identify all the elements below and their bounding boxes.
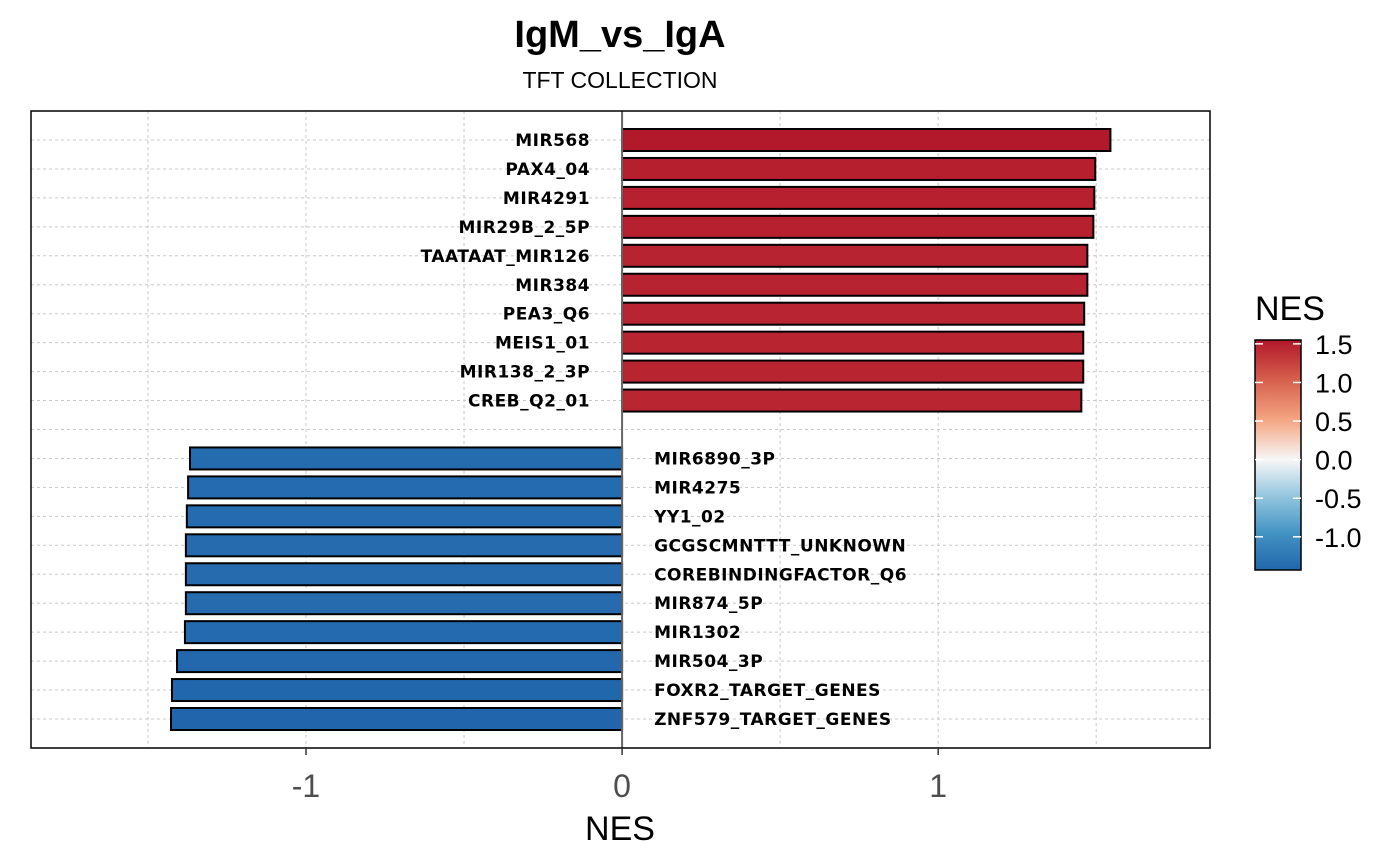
bar-yy1-02 bbox=[185, 504, 624, 529]
colorbar-tick-label: 0.5 bbox=[1315, 407, 1353, 437]
x-tick-label: -1 bbox=[292, 768, 320, 804]
colorbar-tick-label: 1.0 bbox=[1315, 368, 1353, 398]
bar-mir384 bbox=[621, 272, 1089, 297]
bar-label: GCGSCMNTTT_UNKNOWN bbox=[654, 536, 906, 556]
bar-mir29b-2-5p bbox=[621, 214, 1095, 239]
colorbar-legend: NES 1.5 1.0 0.5 0.0 -0.5 -1.0 bbox=[1254, 290, 1362, 571]
bar-mir1302 bbox=[183, 620, 624, 645]
x-axis-title: NES bbox=[585, 810, 655, 848]
bar-label: PAX4_04 bbox=[505, 160, 590, 180]
bar-label: PEA3_Q6 bbox=[503, 305, 590, 325]
colorbar-tick-label: 0.0 bbox=[1315, 446, 1353, 476]
bar-mir6890-3p bbox=[188, 446, 624, 471]
bar-label: MIR874_5P bbox=[654, 594, 763, 614]
bar-creb-q2-01 bbox=[621, 388, 1083, 413]
bar-mir4291 bbox=[621, 185, 1096, 210]
colorbar-tick-label: -0.5 bbox=[1315, 484, 1362, 514]
bar-label: MIR504_3P bbox=[654, 652, 763, 672]
bar-label: MIR568 bbox=[515, 131, 590, 151]
colorbar-tick-label: -1.0 bbox=[1315, 523, 1362, 553]
bar-label: FOXR2_TARGET_GENES bbox=[654, 681, 881, 701]
bar-label: MIR384 bbox=[515, 276, 590, 296]
bar-taataat-mir126 bbox=[621, 243, 1089, 268]
bar-label: MEIS1_01 bbox=[495, 334, 590, 354]
bar-mir568 bbox=[621, 128, 1112, 152]
bar-pax4-04 bbox=[621, 156, 1097, 181]
bar-znf579-target-genes bbox=[170, 707, 624, 731]
bar-foxr2-target-genes bbox=[170, 678, 624, 703]
bar-pea3-q6 bbox=[621, 301, 1086, 326]
bar-mir504-3p bbox=[176, 649, 624, 674]
bars bbox=[170, 128, 1112, 731]
bar-mir874-5p bbox=[184, 591, 624, 616]
plot-panel-border bbox=[30, 110, 1211, 749]
bar-mir4275 bbox=[187, 475, 624, 500]
bar-label: MIR6890_3P bbox=[654, 449, 775, 469]
x-tick-label: 1 bbox=[929, 768, 947, 804]
bar-label: MIR1302 bbox=[654, 623, 741, 643]
bar-label: MIR29B_2_5P bbox=[459, 218, 591, 238]
bar-label: COREBINDINGFACTOR_Q6 bbox=[654, 565, 907, 585]
bar-gcgscmnttt-unknown bbox=[184, 533, 624, 558]
colorbar-ticks: 1.5 1.0 0.5 0.0 -0.5 -1.0 bbox=[1255, 330, 1362, 553]
bar-labels: MIR568 PAX4_04 MIR4291 MIR29B_2_5P TAATAAT_M… bbox=[421, 131, 907, 730]
bar-mir138-2-3p bbox=[621, 359, 1085, 384]
colorbar-tick-label: 1.5 bbox=[1315, 330, 1353, 360]
colorbar bbox=[1254, 339, 1302, 571]
bar-label: MIR4291 bbox=[503, 189, 590, 209]
x-axis: -1 0 1 bbox=[292, 748, 947, 804]
chart-subtitle: TFT COLLECTION bbox=[522, 67, 717, 93]
bar-label: TAATAAT_MIR126 bbox=[421, 247, 590, 267]
bar-label: MIR4275 bbox=[654, 478, 741, 498]
bar-label: CREB_Q2_01 bbox=[468, 392, 590, 412]
bar-label: ZNF579_TARGET_GENES bbox=[654, 710, 892, 730]
x-tick-label: 0 bbox=[613, 768, 631, 804]
bar-meis1-01 bbox=[621, 330, 1085, 355]
legend-title: NES bbox=[1255, 290, 1325, 328]
bar-label: YY1_02 bbox=[653, 507, 726, 527]
bar-corebindingfactor-q6 bbox=[184, 562, 624, 587]
bar-label: MIR138_2_3P bbox=[460, 363, 590, 383]
chart-title: IgM_vs_IgA bbox=[514, 14, 725, 56]
